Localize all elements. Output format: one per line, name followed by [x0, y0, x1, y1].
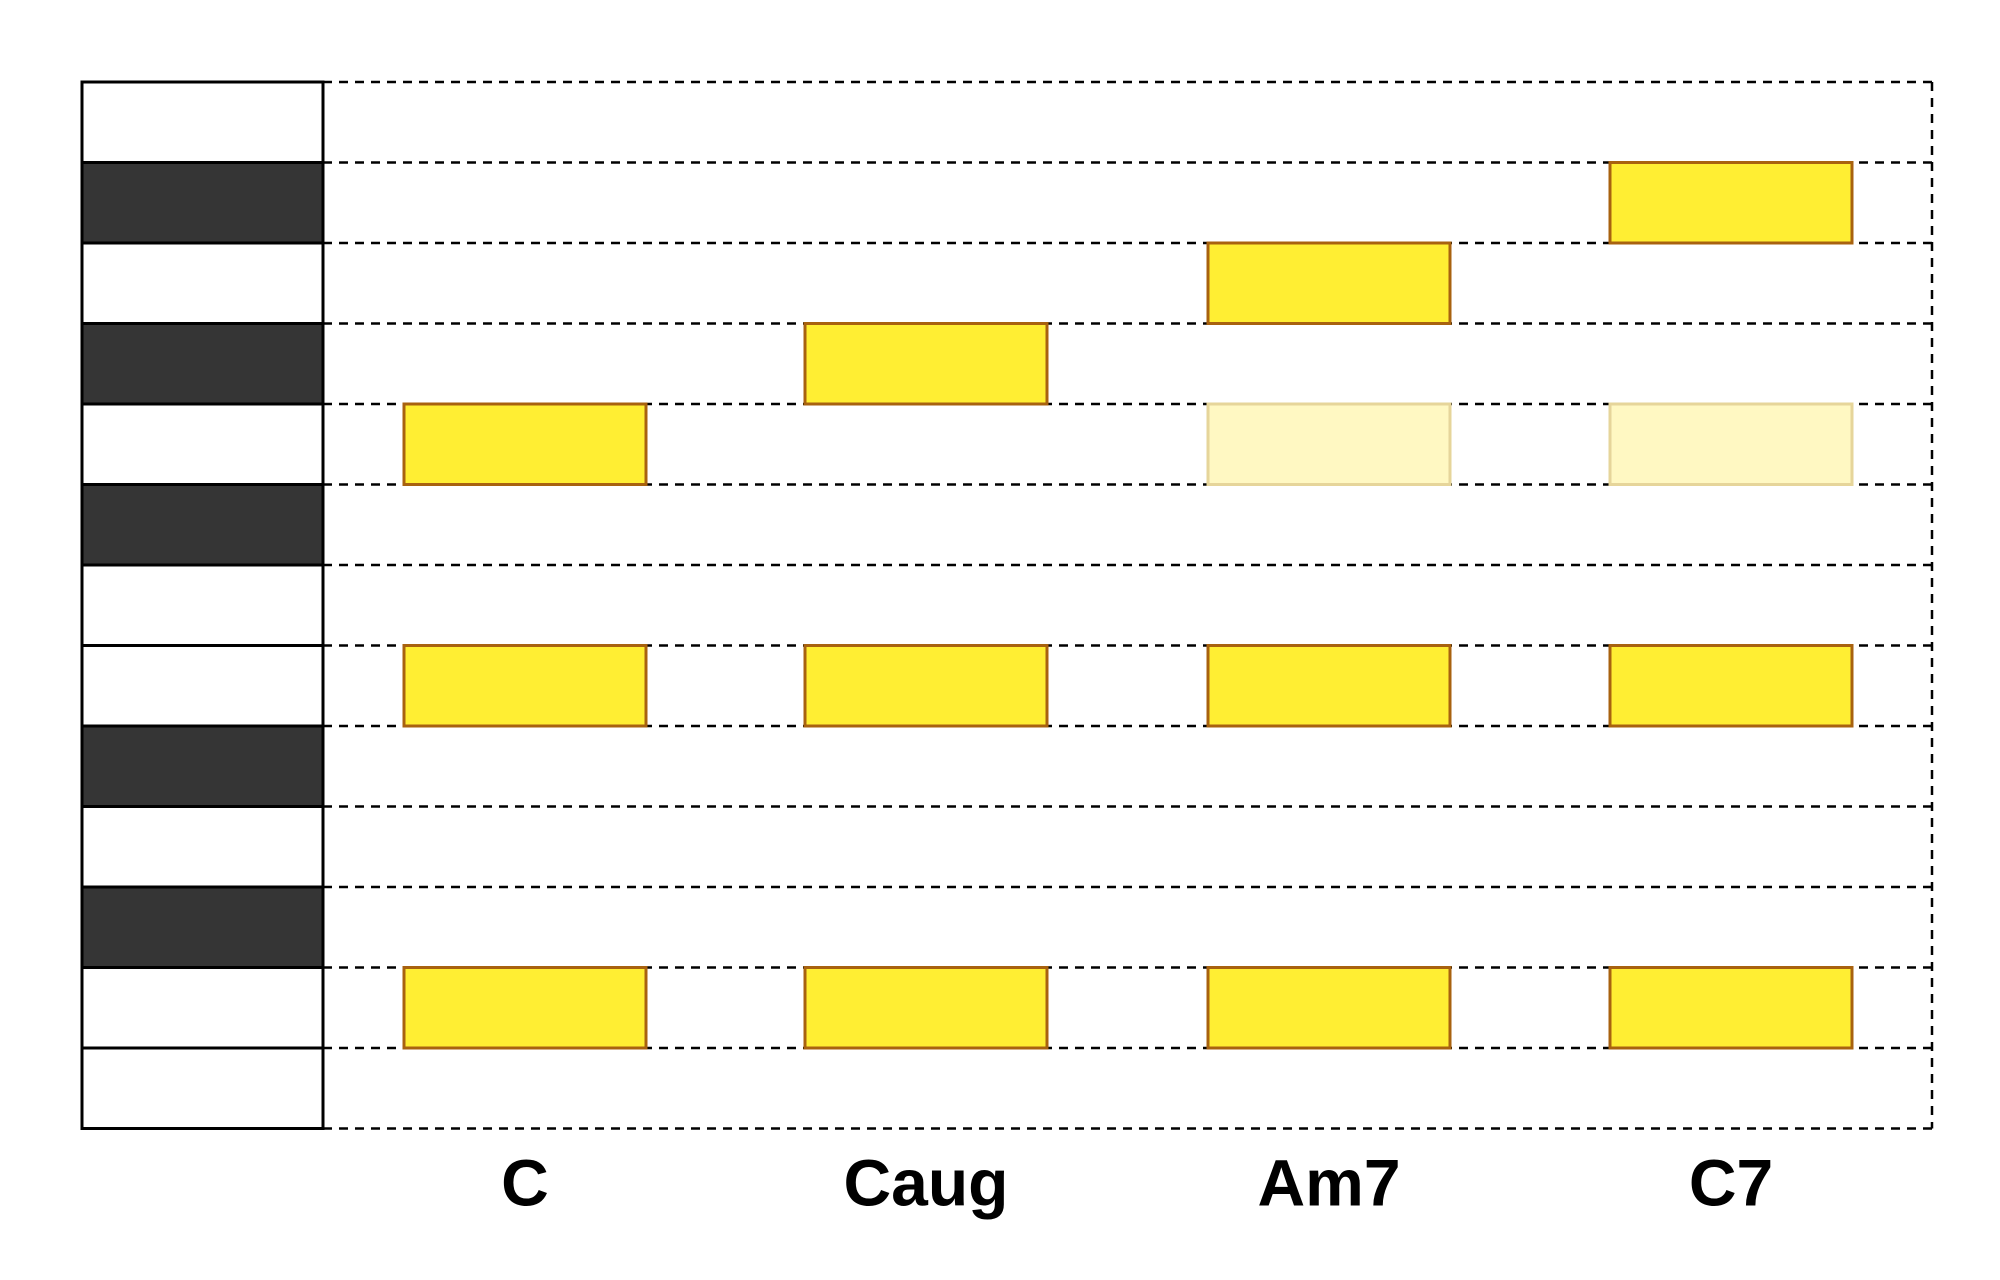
- note: [1206, 966, 1452, 1050]
- note: [1608, 966, 1854, 1050]
- black-key: [80, 161, 325, 245]
- note: [402, 644, 648, 728]
- note: [402, 402, 648, 486]
- white-key: [80, 1046, 325, 1130]
- white-key: [80, 805, 325, 889]
- note: [803, 966, 1049, 1050]
- white-key: [80, 241, 325, 325]
- chord-label: C7: [1689, 1145, 1773, 1219]
- white-key: [80, 402, 325, 486]
- note: [1206, 644, 1452, 728]
- black-key: [80, 483, 325, 567]
- white-key: [80, 966, 325, 1050]
- white-key: [80, 563, 325, 647]
- grid: [323, 80, 1934, 1130]
- note: [803, 322, 1049, 406]
- white-key: [80, 80, 325, 164]
- black-key: [80, 885, 325, 969]
- note: [1206, 241, 1452, 325]
- notes: [402, 161, 1854, 1050]
- white-key: [80, 644, 325, 728]
- note: [803, 644, 1049, 728]
- omitted-note: [1608, 402, 1854, 486]
- black-key: [80, 322, 325, 406]
- chord-label: C: [501, 1145, 549, 1219]
- keyboard: [80, 80, 325, 1130]
- note: [1608, 161, 1854, 245]
- chord-label: Caug: [844, 1145, 1009, 1219]
- black-key: [80, 724, 325, 808]
- chord-label: Am7: [1257, 1145, 1400, 1219]
- note: [1608, 644, 1854, 728]
- note: [402, 966, 648, 1050]
- omitted-note: [1206, 402, 1452, 486]
- chord-labels: C Caug Am7 C7: [501, 1145, 1773, 1219]
